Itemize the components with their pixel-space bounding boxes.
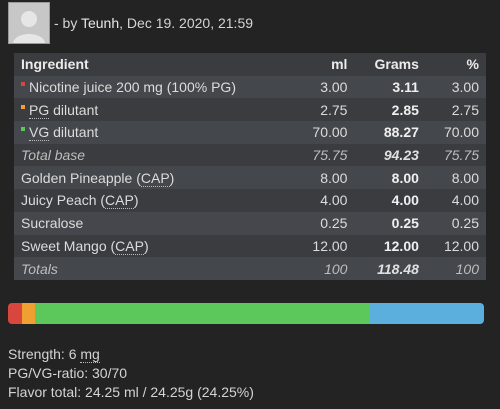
mix-segment-pg (22, 303, 36, 324)
mix-segment-nicotine (8, 303, 23, 324)
recipe-table: Ingredient ml Grams % Nicotine juice 200… (14, 53, 486, 280)
ingredient-text-suffix: dilutant (49, 124, 99, 141)
grams-value: 88.27 (383, 124, 419, 141)
grams-value: 2.85 (391, 101, 419, 118)
ml-value: 12.00 (312, 237, 348, 254)
table-row-total-base: Total base 75.75 94.23 75.75 (14, 143, 486, 167)
table-row-sucralose: Sucralose 0.25 0.25 0.25 (14, 211, 486, 235)
percent-value: 0.25 (451, 215, 479, 232)
mix-segment-flavor (368, 303, 484, 324)
ingredient-abbreviation[interactable]: PG (29, 101, 50, 119)
table-row-totals: Totals 100 118.48 100 (14, 257, 486, 280)
ml-value: 3.00 (320, 79, 348, 96)
ingredient-name: Nicotine juice 200 mg (100% PG) (14, 76, 294, 99)
author-row: - by Teunh, Dec 19. 2020, 21:59 (8, 1, 253, 45)
default-user-icon (13, 11, 45, 43)
ingredient-text: Golden Pineapple ( (21, 169, 141, 186)
ingredient-name: Sweet Mango (CAP) (14, 235, 294, 258)
percent-value: 3.00 (451, 79, 479, 96)
percent-value: 70.00 (443, 124, 479, 141)
ingredient-text: Sucralose (21, 215, 84, 232)
mix-ratio-bar (8, 303, 484, 324)
table-row-juicy-peach: Juicy Peach (CAP) 4.00 4.00 4.00 (14, 189, 486, 212)
col-ml-header: ml (331, 56, 348, 73)
ml-value: 70.00 (312, 124, 348, 141)
grams-value: 8.00 (391, 169, 419, 186)
ingredient-name: Sucralose (14, 212, 294, 235)
ingredient-name: Total base (14, 144, 294, 167)
percent-value: 2.75 (451, 101, 479, 118)
ml-value: 8.00 (320, 169, 348, 186)
ingredient-name: VG dilutant (14, 121, 294, 144)
ingredient-text-suffix: ) (169, 169, 175, 186)
table-row-sweet-mango: Sweet Mango (CAP) 12.00 12.00 12.00 (14, 234, 486, 258)
ingredient-text-suffix: ) (133, 192, 139, 209)
strength-line: Strength: 6 mg (8, 345, 254, 364)
ingredient-text: Nicotine juice 200 mg (100% PG) (29, 79, 236, 96)
ingredient-text-suffix: ) (143, 237, 149, 254)
grams-value: 0.25 (391, 215, 419, 232)
color-swatch-icon (21, 127, 25, 132)
ingredient-text: Total base (21, 147, 86, 164)
color-swatch-icon (21, 104, 25, 109)
grams-value: 4.00 (391, 192, 419, 209)
table-row-golden-pineapple: Golden Pineapple (CAP) 8.00 8.00 8.00 (14, 166, 486, 190)
table-header-row: Ingredient ml Grams % (14, 53, 486, 76)
byline-prefix: - by (54, 15, 81, 31)
byline: - by Teunh, Dec 19. 2020, 21:59 (54, 15, 253, 31)
strength-label: Strength: 6 (8, 346, 81, 362)
grams-value: 12.00 (383, 237, 419, 254)
percent-value: 12.00 (443, 237, 479, 254)
table-row-pg-dilutant: PG dilutant 2.75 2.85 2.75 (14, 98, 486, 122)
flavor-total: Flavor total: 24.25 ml / 24.25g (24.25%) (8, 384, 254, 400)
grams-value: 118.48 (377, 260, 419, 277)
table-row-nicotine: Nicotine juice 200 mg (100% PG) 3.00 3.11 3… (14, 75, 486, 99)
ingredient-text: Sweet Mango ( (21, 237, 116, 254)
col-grams-header: Grams (374, 56, 419, 73)
ingredient-abbreviation[interactable]: CAP (140, 169, 170, 187)
ml-value: 75.75 (312, 147, 348, 164)
author-link[interactable]: Teunh (80, 15, 120, 31)
strength-unit: mg (80, 346, 100, 363)
ingredient-abbreviation[interactable]: CAP (115, 237, 144, 255)
ml-value: 2.75 (320, 101, 348, 118)
ingredient-name: PG dilutant (14, 98, 294, 121)
ingredient-abbreviation[interactable]: CAP (105, 192, 134, 210)
ml-value: 100 (324, 260, 348, 277)
color-swatch-icon (21, 82, 25, 87)
percent-value: 8.00 (451, 169, 479, 186)
ingredient-name: Juicy Peach (CAP) (14, 189, 294, 212)
ingredient-abbreviation[interactable]: VG (29, 124, 50, 142)
recipe-stats: Strength: 6 mg PG/VG-ratio: 30/70 Flavor… (8, 345, 254, 402)
grams-value: 3.11 (392, 79, 419, 96)
col-percent-header: % (466, 56, 479, 73)
percent-value: 100 (455, 260, 479, 277)
ml-value: 0.25 (320, 215, 348, 232)
mix-segment-vg (35, 303, 369, 324)
byline-date: , Dec 19. 2020, 21:59 (119, 15, 254, 31)
ingredient-text: Totals (21, 260, 58, 277)
ingredient-text: Juicy Peach ( (21, 192, 106, 209)
percent-value: 75.75 (443, 147, 479, 164)
table-row-vg-dilutant: VG dilutant 70.00 88.27 70.00 (14, 121, 486, 144)
col-ingredient-header: Ingredient (21, 56, 89, 73)
ingredient-name: Golden Pineapple (CAP) (14, 166, 294, 189)
pg-vg-ratio: PG/VG-ratio: 30/70 (8, 365, 128, 381)
ingredient-text-suffix: dilutant (49, 101, 99, 118)
avatar[interactable] (8, 2, 50, 44)
ml-value: 4.00 (320, 192, 348, 209)
grams-value: 94.23 (383, 147, 419, 164)
ingredient-name: Totals (14, 257, 294, 280)
percent-value: 4.00 (451, 192, 479, 209)
